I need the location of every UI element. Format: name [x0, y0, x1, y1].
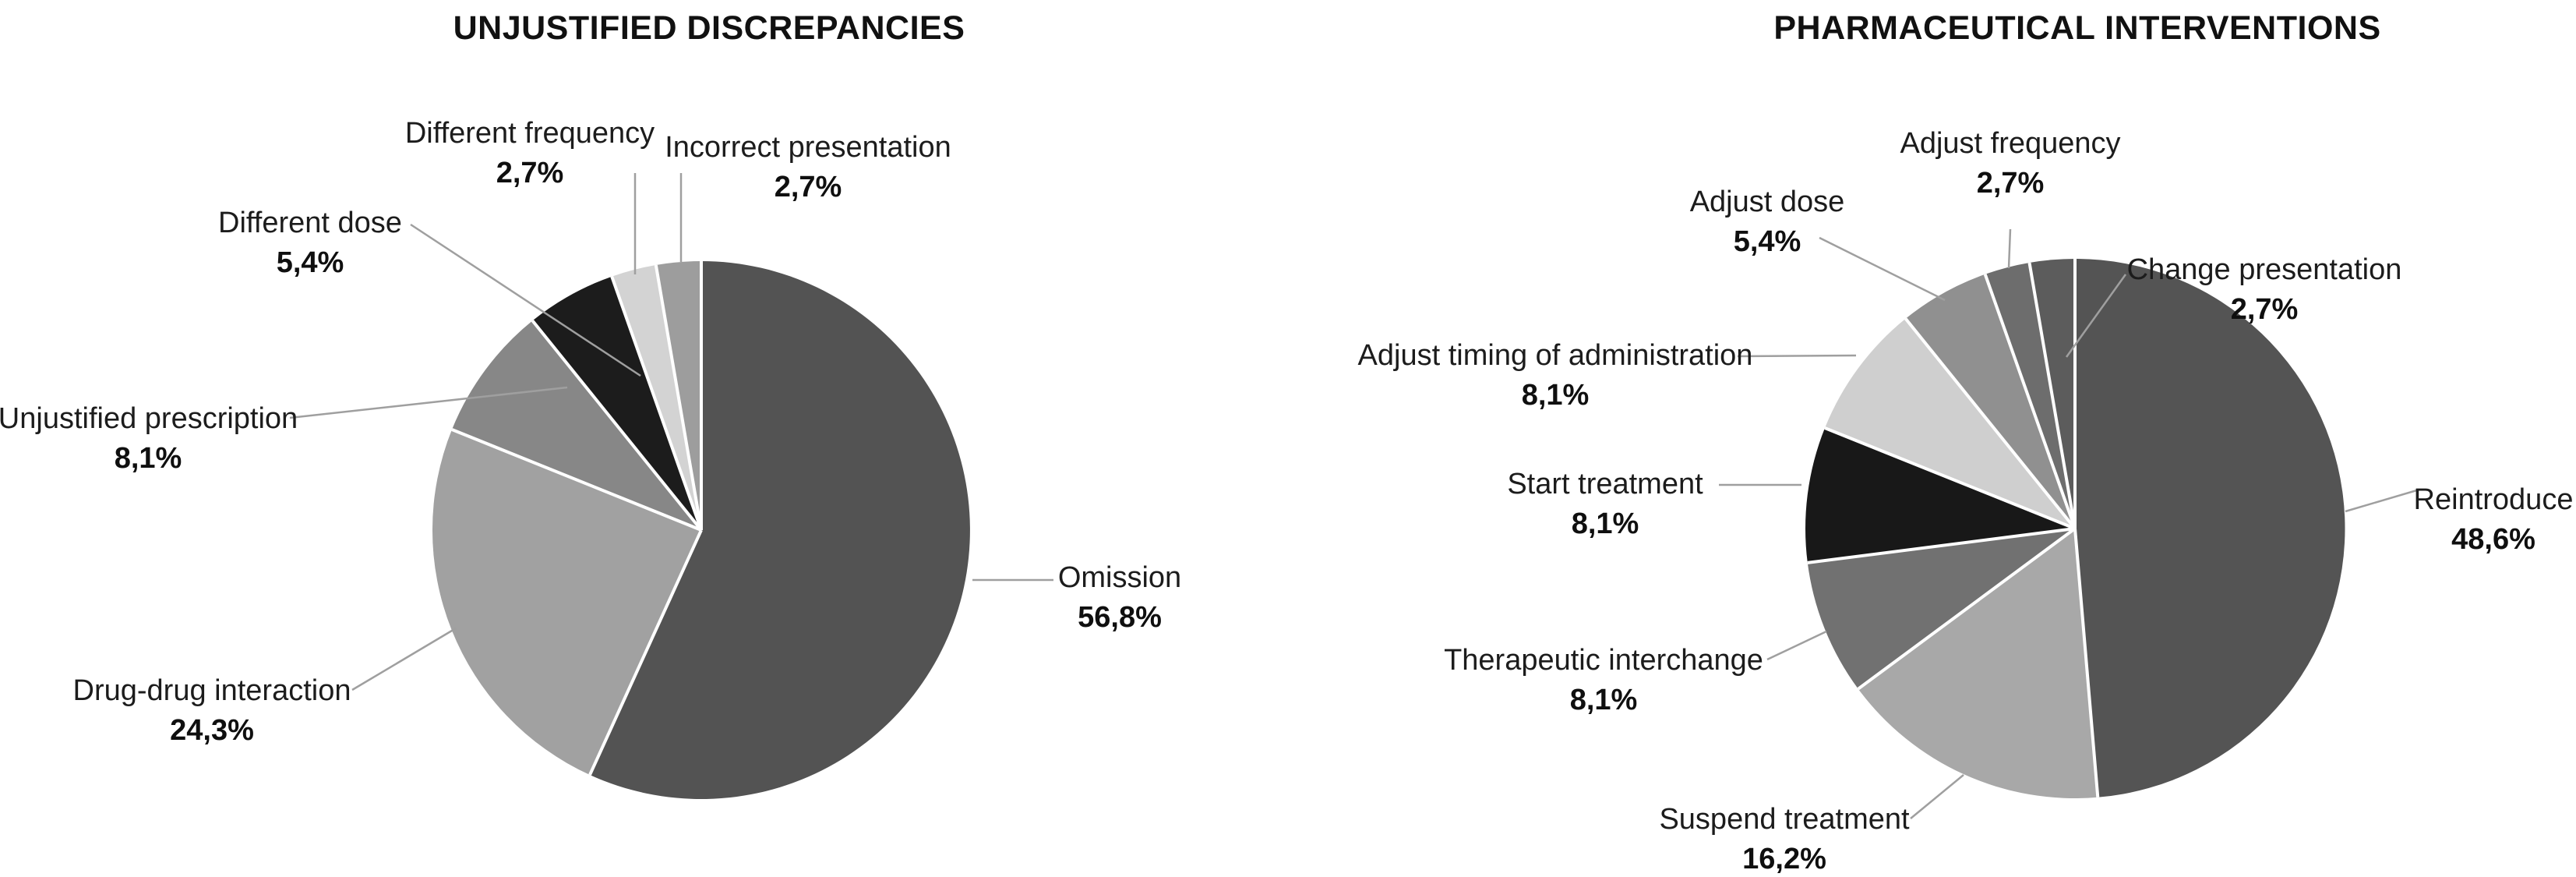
slice-separator	[451, 428, 702, 532]
slice-pct-therapeutic-interchange: 8,1%	[1570, 684, 1638, 716]
slice-separator	[1857, 527, 2077, 691]
slice-label-different-dose: Different dose	[218, 207, 402, 239]
slice-separator	[588, 529, 703, 776]
slice-label-incorrect-presentation: Incorrect presentation	[665, 131, 951, 164]
slice-label-unjustified-prescription: Unjustified prescription	[0, 402, 298, 435]
slice-pct-adjust-frequency: 2,7%	[1977, 167, 2045, 200]
leader-line-suspend-treatment	[1910, 774, 1964, 819]
slice-separator	[1904, 317, 2077, 530]
slice-pct-drug-drug-interaction: 24,3%	[170, 714, 254, 747]
slice-label-start-treatment: Start treatment	[1507, 468, 1703, 500]
slice-label-reintroduce: Reintroduce	[2414, 483, 2574, 516]
leader-line-adjust-timing-of-administration	[1737, 354, 1857, 358]
pie-slice-therapeutic-interchange	[1807, 529, 2075, 689]
slice-separator	[654, 264, 703, 531]
leader-line-change-presentation	[2065, 274, 2127, 358]
slice-pct-start-treatment: 8,1%	[1572, 507, 1639, 540]
slice-label-omission: Omission	[1058, 561, 1181, 594]
slice-separator	[1807, 527, 2076, 564]
slice-separator	[610, 276, 703, 531]
pie-slice-unjustified-prescription	[452, 320, 701, 530]
pie-slice-adjust-dose	[1905, 274, 2075, 529]
slice-label-therapeutic-interchange: Therapeutic interchange	[1444, 644, 1763, 677]
chart-title-pharmaceutical-interventions: PHARMACEUTICAL INTERVENTIONS	[1773, 9, 2381, 47]
slice-pct-different-frequency: 2,7%	[496, 157, 564, 189]
pie-slice-different-dose	[532, 276, 701, 530]
slice-pct-different-dose: 5,4%	[277, 246, 344, 279]
slice-label-adjust-frequency: Adjust frequency	[1900, 127, 2120, 160]
slice-pct-omission: 56,8%	[1078, 601, 1162, 634]
pie-slice-suspend-treatment	[1858, 529, 2098, 799]
slice-separator	[531, 320, 703, 532]
leader-line-different-dose	[410, 223, 641, 377]
leader-line-unjustified-prescription	[289, 386, 568, 419]
leader-line-adjust-dose	[1819, 236, 1946, 302]
pie-slice-start-treatment	[1805, 428, 2075, 563]
slice-separator	[2027, 262, 2077, 529]
slice-pct-unjustified-prescription: 8,1%	[115, 442, 182, 475]
slice-label-drug-drug-interaction: Drug-drug interaction	[73, 674, 351, 707]
slice-label-suspend-treatment: Suspend treatment	[1659, 803, 1910, 836]
slice-label-adjust-timing-of-administration: Adjust timing of administration	[1358, 339, 1753, 372]
slice-pct-reintroduce: 48,6%	[2451, 523, 2535, 556]
pie-slice-reintroduce	[2075, 258, 2345, 797]
pie-slice-adjust-timing-of-administration	[1825, 318, 2075, 529]
slice-label-different-frequency: Different frequency	[405, 117, 655, 150]
slice-pct-adjust-timing-of-administration: 8,1%	[1522, 379, 1590, 412]
leader-line-therapeutic-interchange	[1766, 630, 1827, 661]
slice-label-change-presentation: Change presentation	[2127, 253, 2402, 286]
slice-separator	[1983, 274, 2077, 529]
pie-slice-omission	[590, 261, 970, 799]
slice-pct-incorrect-presentation: 2,7%	[775, 171, 842, 203]
slice-separator	[2073, 528, 2100, 797]
slice-label-adjust-dose: Adjust dose	[1690, 186, 1845, 218]
leader-line-reintroduce	[2345, 488, 2420, 513]
slice-pct-change-presentation: 2,7%	[2231, 293, 2299, 326]
slice-pct-adjust-dose: 5,4%	[1734, 225, 1801, 258]
slice-pct-suspend-treatment: 16,2%	[1742, 843, 1826, 875]
pie-chart-pharmaceutical-interventions: Reintroduce 48,6% Suspend treatment 16,2% Th…	[1358, 127, 2574, 875]
pie-chart-unjustified-discrepancies: Omission 56,8% Drug-drug interaction 24,3% U…	[0, 117, 1181, 799]
chart-title-unjustified-discrepancies: UNJUSTIFIED DISCREPANCIES	[453, 9, 965, 47]
pie-slice-drug-drug-interaction	[432, 430, 701, 775]
leader-line-drug-drug-interaction	[351, 627, 457, 691]
slice-separator	[1824, 426, 2076, 530]
leader-line-adjust-frequency	[2007, 228, 2012, 269]
